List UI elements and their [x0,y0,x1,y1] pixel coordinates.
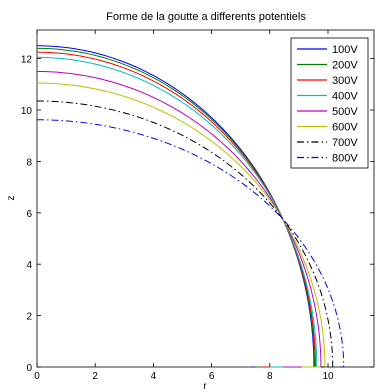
y-tick-label: 8 [26,157,32,168]
legend-label-300V: 300V [332,75,358,87]
x-tick-label: 2 [92,371,98,382]
series-line-600V [36,82,326,368]
x-tick-label: 8 [267,371,273,382]
series-line-700V [36,100,334,368]
axes-layer: 0 2 4 6 8 10 0 2 4 6 8 10 12 [21,30,374,382]
legend-label-100V: 100V [332,44,358,56]
y-tick-label: 0 [26,363,32,374]
y-tick-label: 2 [26,312,32,323]
x-tick-label: 10 [322,371,334,382]
y-tick-label: 12 [21,55,33,66]
chart-title: Forme de la goutte a differents potentie… [106,11,306,23]
x-axis-label: r [203,381,207,392]
legend-label-400V: 400V [332,91,358,103]
series-line-300V [36,51,316,368]
legend-label-500V: 500V [332,106,358,118]
y-tick-label: 10 [21,106,33,117]
legend: 100V 200V 300V 400V 500V 600V 700V 800V [290,37,369,169]
curves-layer [36,45,345,368]
series-line-800V [36,119,345,368]
series-line-500V [36,70,322,368]
series-line-200V [36,47,316,368]
series-line-400V [36,56,318,368]
legend-label-800V: 800V [332,153,358,165]
x-tick-label: 4 [151,371,157,382]
legend-label-700V: 700V [332,137,358,149]
y-tick-label: 4 [26,260,32,271]
x-tick-label: 0 [34,371,40,382]
y-axis-label: z [6,196,17,201]
x-tick-label: 6 [209,371,215,382]
legend-label-600V: 600V [332,122,358,134]
y-tick-label: 6 [26,209,32,220]
legend-label-200V: 200V [332,60,358,72]
legend-box [290,37,369,169]
